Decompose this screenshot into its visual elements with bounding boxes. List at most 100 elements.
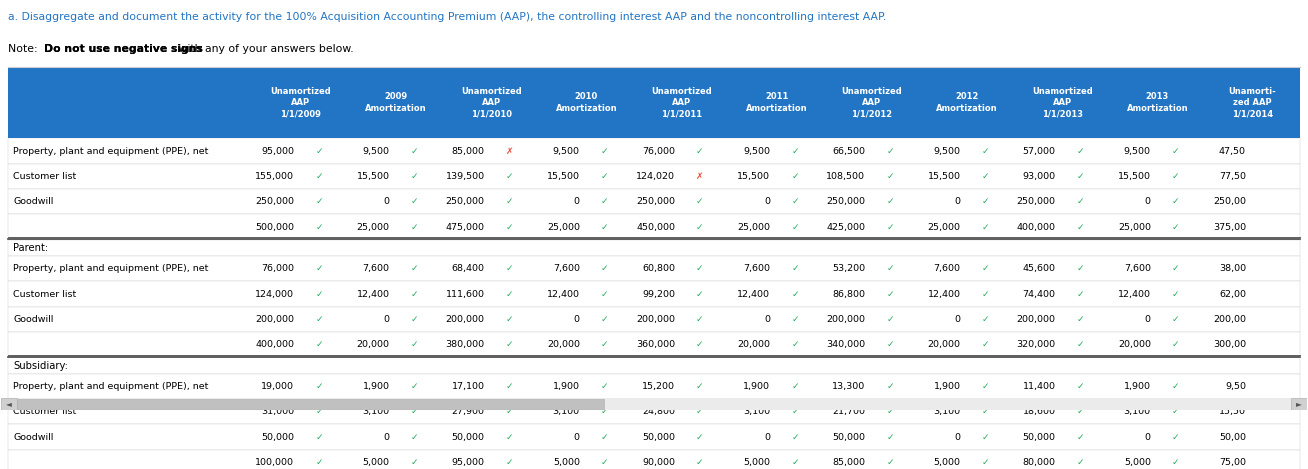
Text: 50,000: 50,000 xyxy=(262,433,294,442)
Text: 200,000: 200,000 xyxy=(636,315,675,324)
Text: 20,000: 20,000 xyxy=(1118,340,1151,349)
Text: 12,400: 12,400 xyxy=(1118,289,1151,299)
Text: ✓: ✓ xyxy=(506,223,513,232)
Text: 155,000: 155,000 xyxy=(255,172,294,181)
Text: ✓: ✓ xyxy=(315,340,323,349)
Text: ✓: ✓ xyxy=(887,433,893,442)
Text: ✓: ✓ xyxy=(981,458,989,467)
Text: Customer list: Customer list xyxy=(13,289,76,299)
Text: 20,000: 20,000 xyxy=(547,340,579,349)
Text: ✓: ✓ xyxy=(791,197,799,206)
Text: 124,020: 124,020 xyxy=(636,172,675,181)
Text: ✓: ✓ xyxy=(600,458,608,467)
Text: ✓: ✓ xyxy=(315,315,323,324)
Text: Goodwill: Goodwill xyxy=(13,197,54,206)
Text: 50,000: 50,000 xyxy=(832,433,866,442)
Text: 2012
Amortization: 2012 Amortization xyxy=(937,92,998,113)
Text: 0: 0 xyxy=(383,197,390,206)
Text: ✓: ✓ xyxy=(506,172,513,181)
Text: 0: 0 xyxy=(383,433,390,442)
Text: 90,000: 90,000 xyxy=(642,458,675,467)
Bar xyxy=(8,450,1300,469)
Text: 12,400: 12,400 xyxy=(357,289,390,299)
Text: 20,000: 20,000 xyxy=(738,340,770,349)
Bar xyxy=(1,398,17,410)
Text: ✓: ✓ xyxy=(791,340,799,349)
Text: ✓: ✓ xyxy=(887,458,893,467)
Text: 2013
Amortization: 2013 Amortization xyxy=(1126,92,1188,113)
Text: 75,00: 75,00 xyxy=(1219,458,1247,467)
Text: 1,900: 1,900 xyxy=(553,382,579,391)
Text: 12,400: 12,400 xyxy=(927,289,960,299)
Text: ✓: ✓ xyxy=(887,172,893,181)
Text: 95,000: 95,000 xyxy=(262,146,294,156)
Bar xyxy=(8,357,1300,374)
Text: 9,500: 9,500 xyxy=(743,146,770,156)
Text: 1,900: 1,900 xyxy=(362,382,390,391)
Text: 0: 0 xyxy=(574,315,579,324)
Text: ✓: ✓ xyxy=(791,458,799,467)
Text: ✓: ✓ xyxy=(1172,172,1180,181)
Text: 13,300: 13,300 xyxy=(832,382,866,391)
Text: ✓: ✓ xyxy=(1076,458,1084,467)
Text: 5,000: 5,000 xyxy=(743,458,770,467)
Text: 400,000: 400,000 xyxy=(1016,223,1056,232)
Text: ✓: ✓ xyxy=(791,382,799,391)
Text: ✓: ✓ xyxy=(1172,146,1180,156)
Text: ✓: ✓ xyxy=(791,223,799,232)
Bar xyxy=(8,164,1300,189)
Bar xyxy=(8,399,1300,424)
Text: ✓: ✓ xyxy=(1076,264,1084,273)
Text: 0: 0 xyxy=(955,315,960,324)
Text: ✓: ✓ xyxy=(600,408,608,416)
Text: ✓: ✓ xyxy=(411,197,419,206)
Bar xyxy=(8,307,1300,332)
Text: ✓: ✓ xyxy=(411,382,419,391)
Text: 57,000: 57,000 xyxy=(1023,146,1056,156)
Text: ✓: ✓ xyxy=(411,289,419,299)
Text: ✓: ✓ xyxy=(600,382,608,391)
Text: 0: 0 xyxy=(764,197,770,206)
Text: 100,000: 100,000 xyxy=(255,458,294,467)
Text: with any of your answers below.: with any of your answers below. xyxy=(175,44,353,54)
Text: ✓: ✓ xyxy=(791,172,799,181)
Text: ✓: ✓ xyxy=(411,223,419,232)
Text: 60,800: 60,800 xyxy=(642,264,675,273)
Bar xyxy=(8,332,1300,357)
Text: ✓: ✓ xyxy=(506,458,513,467)
Text: 17,100: 17,100 xyxy=(451,382,485,391)
Text: 12,400: 12,400 xyxy=(738,289,770,299)
Text: 340,000: 340,000 xyxy=(827,340,866,349)
Text: ✓: ✓ xyxy=(791,315,799,324)
Text: 74,400: 74,400 xyxy=(1023,289,1056,299)
Text: ✓: ✓ xyxy=(1172,289,1180,299)
Text: ✓: ✓ xyxy=(1076,223,1084,232)
Text: ✓: ✓ xyxy=(315,382,323,391)
Text: ✓: ✓ xyxy=(887,382,893,391)
Text: ✓: ✓ xyxy=(887,408,893,416)
Text: ✓: ✓ xyxy=(1076,315,1084,324)
Text: 3,100: 3,100 xyxy=(553,408,579,416)
Text: ✓: ✓ xyxy=(981,408,989,416)
Text: ✓: ✓ xyxy=(696,340,704,349)
Text: 0: 0 xyxy=(764,315,770,324)
Text: ✓: ✓ xyxy=(506,340,513,349)
Text: ✓: ✓ xyxy=(411,458,419,467)
Text: ✓: ✓ xyxy=(411,315,419,324)
Text: 0: 0 xyxy=(1144,315,1151,324)
Text: Subsidiary:: Subsidiary: xyxy=(13,361,68,371)
Text: 250,000: 250,000 xyxy=(255,197,294,206)
Text: ►: ► xyxy=(1296,400,1301,408)
Text: ✓: ✓ xyxy=(696,289,704,299)
Text: ✓: ✓ xyxy=(981,433,989,442)
Text: ✓: ✓ xyxy=(981,315,989,324)
Text: 425,000: 425,000 xyxy=(827,223,866,232)
Text: ✓: ✓ xyxy=(1172,408,1180,416)
Text: 0: 0 xyxy=(955,433,960,442)
Text: a. Disaggregate and document the activity for the 100% Acquisition Accounting Pr: a. Disaggregate and document the activit… xyxy=(8,12,886,22)
Text: ✓: ✓ xyxy=(315,223,323,232)
Text: 7,600: 7,600 xyxy=(743,264,770,273)
Text: 450,000: 450,000 xyxy=(636,223,675,232)
Text: 124,000: 124,000 xyxy=(255,289,294,299)
Bar xyxy=(8,138,1300,164)
